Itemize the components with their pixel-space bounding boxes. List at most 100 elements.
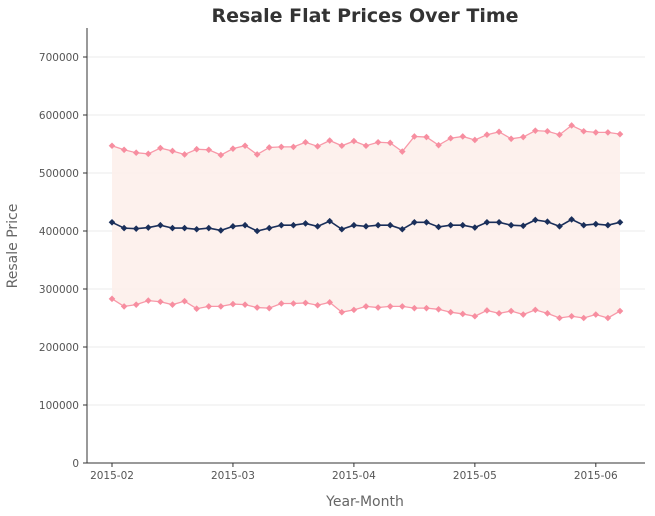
median-data-point xyxy=(120,224,128,232)
median-data-point xyxy=(435,223,442,231)
lower-data-point xyxy=(253,304,261,311)
lower-data-point xyxy=(495,310,503,317)
median-data-point xyxy=(544,218,551,226)
upper-data-point xyxy=(495,128,503,136)
median-data-point xyxy=(411,219,418,226)
upper-data-point xyxy=(350,137,358,145)
median-data-point xyxy=(495,219,503,226)
upper-data-point xyxy=(193,145,200,153)
lower-data-point xyxy=(556,314,563,322)
lower-data-point xyxy=(169,301,176,308)
upper-data-point xyxy=(314,143,321,150)
upper-data-point xyxy=(217,151,225,159)
chart-title: Resale Flat Prices Over Time xyxy=(211,5,518,27)
median-data-point xyxy=(326,217,334,225)
lower-data-point xyxy=(362,303,370,310)
x-axis-ticks: 2015-02 2015-03 2015-04 2015-05 2015-06 xyxy=(90,463,618,482)
upper-data-point xyxy=(132,149,140,156)
lower-data-point xyxy=(507,307,515,315)
x-tick-label: 2015-05 xyxy=(453,470,497,482)
upper-data-point xyxy=(532,127,539,134)
lower-data-point xyxy=(278,300,285,307)
upper-data-point xyxy=(616,130,624,138)
y-tick-label: 100000 xyxy=(39,400,79,412)
upper-data-point xyxy=(423,133,430,141)
upper-data-point xyxy=(507,135,515,143)
lower-data-point xyxy=(326,299,334,306)
median-data-point xyxy=(278,221,285,229)
upper-data-point xyxy=(253,151,261,158)
y-tick-label: 700000 xyxy=(39,52,79,64)
lower-data-point xyxy=(544,310,551,317)
lower-data-point xyxy=(302,299,309,307)
y-tick-label: 600000 xyxy=(39,110,79,122)
lower-data-point xyxy=(229,300,237,308)
median-data-point xyxy=(193,225,200,233)
lower-data-point xyxy=(411,304,418,312)
upper-data-point xyxy=(181,151,188,158)
upper-data-point xyxy=(519,133,527,141)
median-data-point xyxy=(556,223,563,230)
upper-data-point xyxy=(568,122,575,129)
lower-data-point xyxy=(471,312,479,320)
median-data-point xyxy=(302,220,309,227)
upper-data-point xyxy=(483,131,491,139)
lower-data-point xyxy=(181,297,188,305)
price-range-band xyxy=(112,125,620,318)
upper-data-point xyxy=(411,133,418,140)
lower-data-point xyxy=(374,304,382,311)
lower-data-point xyxy=(290,300,297,307)
median-data-point xyxy=(265,224,273,232)
upper-data-point xyxy=(144,150,152,158)
upper-data-point xyxy=(265,144,273,151)
median-data-point xyxy=(398,225,406,233)
lower-data-point xyxy=(604,314,612,322)
upper-data-point xyxy=(459,133,467,140)
upper-data-point xyxy=(338,142,346,150)
lower-data-point xyxy=(519,311,527,318)
median-data-point xyxy=(132,225,140,232)
upper-data-point xyxy=(120,146,128,154)
median-data-point xyxy=(229,223,237,230)
y-tick-label: 200000 xyxy=(39,342,79,354)
median-data-point xyxy=(314,223,321,230)
upper-data-point xyxy=(604,129,612,136)
lower-data-point xyxy=(338,308,346,316)
median-data-point xyxy=(181,224,188,232)
upper-data-point xyxy=(362,142,370,150)
upper-data-point xyxy=(386,139,394,147)
y-axis-label: Resale Price xyxy=(5,204,21,289)
lower-data-point xyxy=(193,305,200,313)
upper-data-point xyxy=(205,146,213,154)
lower-data-point xyxy=(205,303,213,310)
x-tick-label: 2015-03 xyxy=(211,470,255,482)
median-data-point xyxy=(241,221,249,229)
lower-data-point xyxy=(580,314,588,322)
median-data-point xyxy=(592,220,600,228)
median-data-point xyxy=(108,219,116,226)
median-data-point xyxy=(205,224,213,232)
upper-data-point xyxy=(447,134,454,142)
lower-data-point xyxy=(120,303,128,310)
lower-data-point xyxy=(314,301,321,309)
upper-data-point xyxy=(229,145,237,152)
median-data-point xyxy=(483,219,491,226)
upper-data-point xyxy=(108,142,116,150)
x-tick-label: 2015-02 xyxy=(90,470,134,482)
median-data-point xyxy=(447,221,454,229)
upper-data-point xyxy=(471,136,479,144)
median-data-point xyxy=(362,223,370,230)
y-tick-label: 0 xyxy=(72,458,79,470)
median-data-point xyxy=(253,227,261,235)
y-axis-ticks: 0 100000 200000 300000 400000 500000 600000 700… xyxy=(39,52,87,470)
lower-data-point xyxy=(616,307,624,315)
lower-data-point xyxy=(483,307,491,314)
lower-data-point xyxy=(423,304,430,312)
upper-data-point xyxy=(290,143,297,151)
lower-data-point xyxy=(532,306,539,314)
median-data-point xyxy=(217,227,225,234)
upper-data-point xyxy=(544,127,551,135)
median-data-point xyxy=(144,224,152,231)
median-data-point xyxy=(568,216,575,223)
series-layer xyxy=(108,122,624,322)
